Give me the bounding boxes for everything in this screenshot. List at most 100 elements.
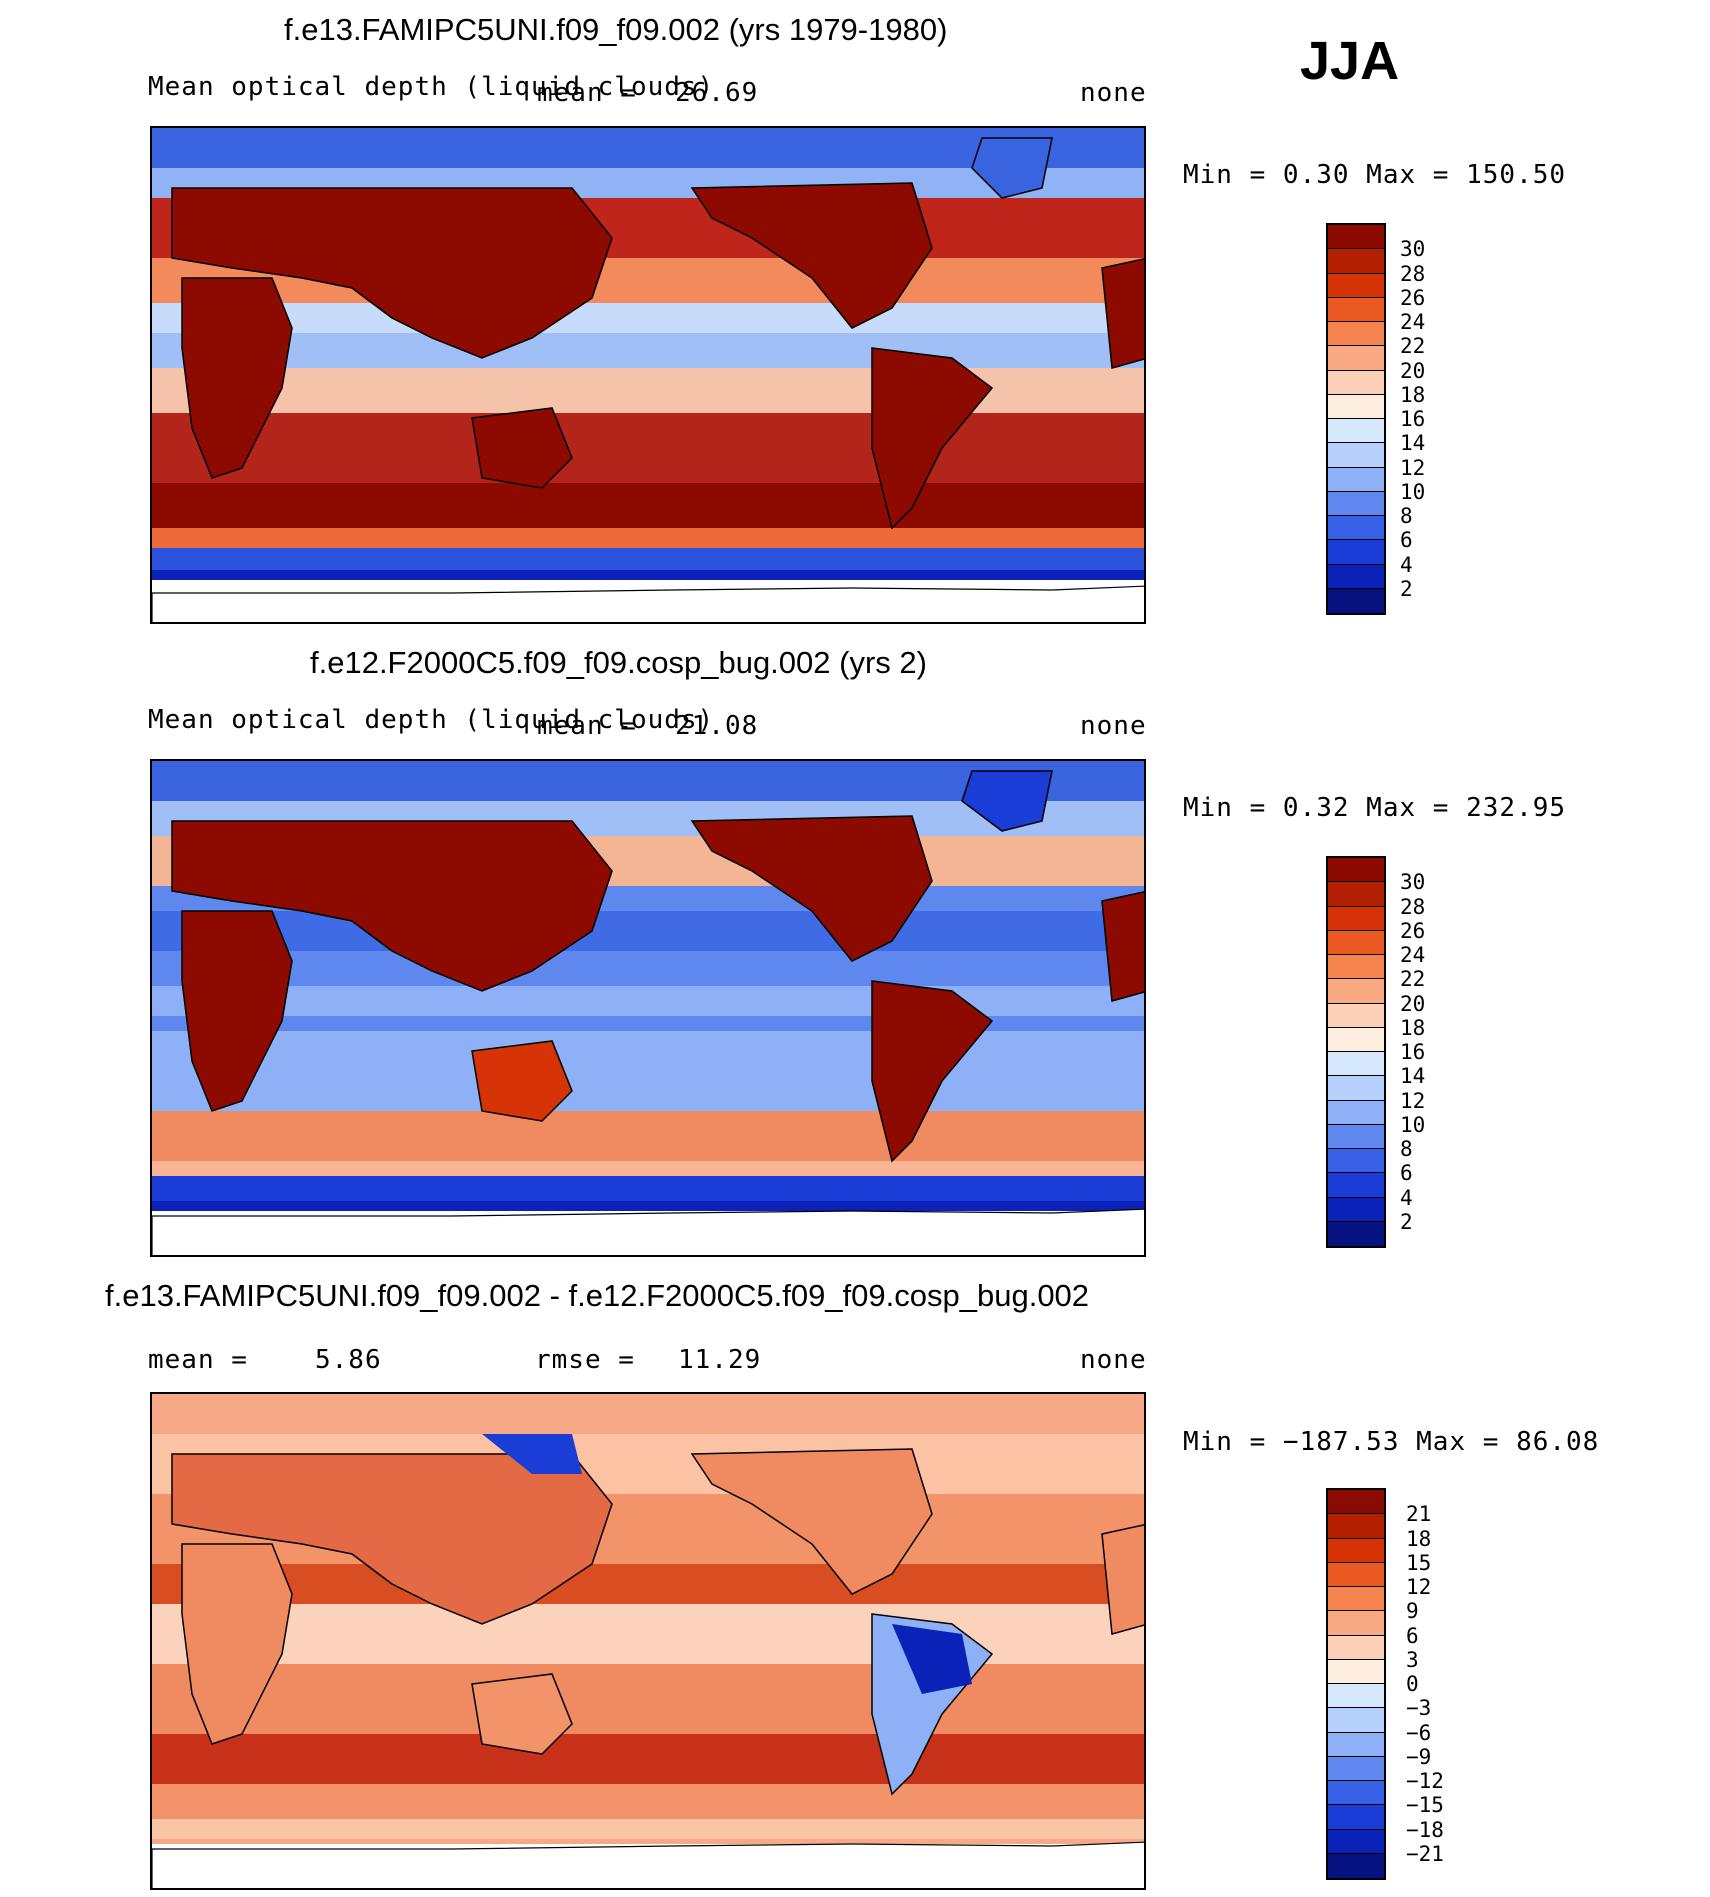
colorbar-label: −18 <box>1406 1817 1444 1842</box>
colorbar-segment <box>1328 930 1384 955</box>
colorbar-label: 4 <box>1400 552 1413 577</box>
colorbar-label: 30 <box>1400 237 1426 262</box>
colorbar-segment <box>1328 467 1384 492</box>
colorbar-label: 6 <box>1400 528 1413 553</box>
panel-1-minmax: Min = 0.30 Max = 150.50 <box>1183 160 1567 190</box>
colorbar-segment <box>1328 1562 1384 1587</box>
colorbar-segment <box>1328 1829 1384 1854</box>
colorbar-label: 18 <box>1400 1015 1426 1040</box>
colorbar-segment <box>1328 273 1384 298</box>
panel-1-title: f.e13.FAMIPC5UNI.f09_f09.002 (yrs 1979-1… <box>284 12 948 47</box>
panel-1-variable: Mean optical depth (liquid clouds) <box>148 72 715 102</box>
colorbar-label: 15 <box>1406 1550 1432 1575</box>
colorbar-label: 22 <box>1400 334 1426 359</box>
colorbar-label: 12 <box>1400 1088 1426 1113</box>
panel-3-map <box>150 1392 1146 1890</box>
colorbar-label: 16 <box>1400 1040 1426 1064</box>
panel-3-colorbar <box>1326 1488 1386 1880</box>
colorbar-label: 26 <box>1400 285 1426 310</box>
colorbar-segment <box>1328 564 1384 589</box>
colorbar-label: −9 <box>1406 1744 1432 1769</box>
colorbar-label: 14 <box>1400 1064 1426 1089</box>
panel-1-mean-value: 26.69 <box>675 78 759 108</box>
colorbar-segment <box>1328 1805 1384 1830</box>
colorbar-segment <box>1328 1076 1384 1101</box>
colorbar-segment <box>1328 394 1384 419</box>
colorbar-label: 4 <box>1400 1185 1413 1210</box>
panel-1-units: none <box>1080 78 1147 108</box>
colorbar-label: 9 <box>1406 1599 1419 1624</box>
panel-1-map <box>150 126 1146 624</box>
panel-2-title: f.e12.F2000C5.f09_f09.cosp_bug.002 (yrs … <box>310 645 927 680</box>
colorbar-label: 14 <box>1400 431 1426 456</box>
colorbar-segment <box>1328 1149 1384 1174</box>
colorbar-segment <box>1328 858 1384 883</box>
colorbar-label: 26 <box>1400 918 1426 943</box>
colorbar-label: 18 <box>1406 1526 1432 1551</box>
colorbar-segment <box>1328 1100 1384 1125</box>
panel-2-variable: Mean optical depth (liquid clouds) <box>148 705 715 735</box>
colorbar-segment <box>1328 1221 1384 1246</box>
colorbar-segment <box>1328 346 1384 371</box>
colorbar-label: 6 <box>1406 1623 1419 1648</box>
colorbar-segment <box>1328 1853 1384 1878</box>
panel-3-mean-value: 5.86 <box>315 1345 382 1375</box>
colorbar-segment <box>1328 249 1384 274</box>
colorbar-label: 8 <box>1400 504 1413 528</box>
colorbar-segment <box>1328 1708 1384 1733</box>
colorbar-label: 28 <box>1400 894 1426 919</box>
colorbar-segment <box>1328 1490 1384 1515</box>
colorbar-segment <box>1328 443 1384 468</box>
colorbar-label: 10 <box>1400 479 1426 504</box>
colorbar-label: 24 <box>1400 943 1426 967</box>
panel-2-mean-label: mean = <box>537 711 637 741</box>
colorbar-segment <box>1328 370 1384 395</box>
colorbar-segment <box>1328 1611 1384 1636</box>
panel-3-rmse-value: 11.29 <box>678 1345 762 1375</box>
colorbar-label: 30 <box>1400 870 1426 895</box>
colorbar-label: −6 <box>1406 1720 1432 1745</box>
colorbar-segment <box>1328 225 1384 250</box>
colorbar-label: −12 <box>1406 1769 1444 1793</box>
colorbar-label: 3 <box>1406 1647 1419 1672</box>
colorbar-segment <box>1328 540 1384 565</box>
colorbar-segment <box>1328 1514 1384 1539</box>
panel-3-mean-label: mean = <box>148 1345 248 1375</box>
colorbar-label: 0 <box>1406 1672 1419 1696</box>
colorbar-label: 20 <box>1400 991 1426 1016</box>
season-label: JJA <box>1300 31 1400 91</box>
colorbar-label: 20 <box>1400 358 1426 383</box>
colorbar-label: 18 <box>1400 382 1426 407</box>
colorbar-segment <box>1328 1732 1384 1757</box>
colorbar-segment <box>1328 491 1384 516</box>
colorbar-segment <box>1328 1756 1384 1781</box>
panel-3-minmax: Min = −187.53 Max = 86.08 <box>1183 1427 1600 1457</box>
panel-2-units: none <box>1080 711 1147 741</box>
panel-3-units: none <box>1080 1345 1147 1375</box>
panel-1-map-svg <box>152 128 1144 622</box>
colorbar-segment <box>1328 1659 1384 1684</box>
colorbar-label: 24 <box>1400 310 1426 334</box>
colorbar-segment <box>1328 1684 1384 1709</box>
colorbar-segment <box>1328 297 1384 322</box>
colorbar-segment <box>1328 1781 1384 1806</box>
colorbar-segment <box>1328 1587 1384 1612</box>
panel-3-rmse-label: rmse = <box>535 1345 635 1375</box>
colorbar-label: 2 <box>1400 1209 1413 1234</box>
colorbar-segment <box>1328 1635 1384 1660</box>
panel-3-map-svg <box>152 1394 1144 1888</box>
panel-2-map <box>150 759 1146 1257</box>
colorbar-segment <box>1328 1197 1384 1222</box>
colorbar-label: 16 <box>1400 407 1426 431</box>
panel-3-title: f.e13.FAMIPC5UNI.f09_f09.002 - f.e12.F20… <box>105 1278 1090 1313</box>
colorbar-segment <box>1328 1124 1384 1149</box>
colorbar-label: 22 <box>1400 967 1426 992</box>
colorbar-segment <box>1328 322 1384 347</box>
colorbar-label: −15 <box>1406 1793 1444 1818</box>
colorbar-label: −3 <box>1406 1696 1432 1721</box>
colorbar-label: 12 <box>1400 455 1426 480</box>
colorbar-segment <box>1328 419 1384 444</box>
colorbar-label: 12 <box>1406 1575 1432 1599</box>
colorbar-label: 2 <box>1400 576 1413 601</box>
panel-2-minmax: Min = 0.32 Max = 232.95 <box>1183 793 1567 823</box>
